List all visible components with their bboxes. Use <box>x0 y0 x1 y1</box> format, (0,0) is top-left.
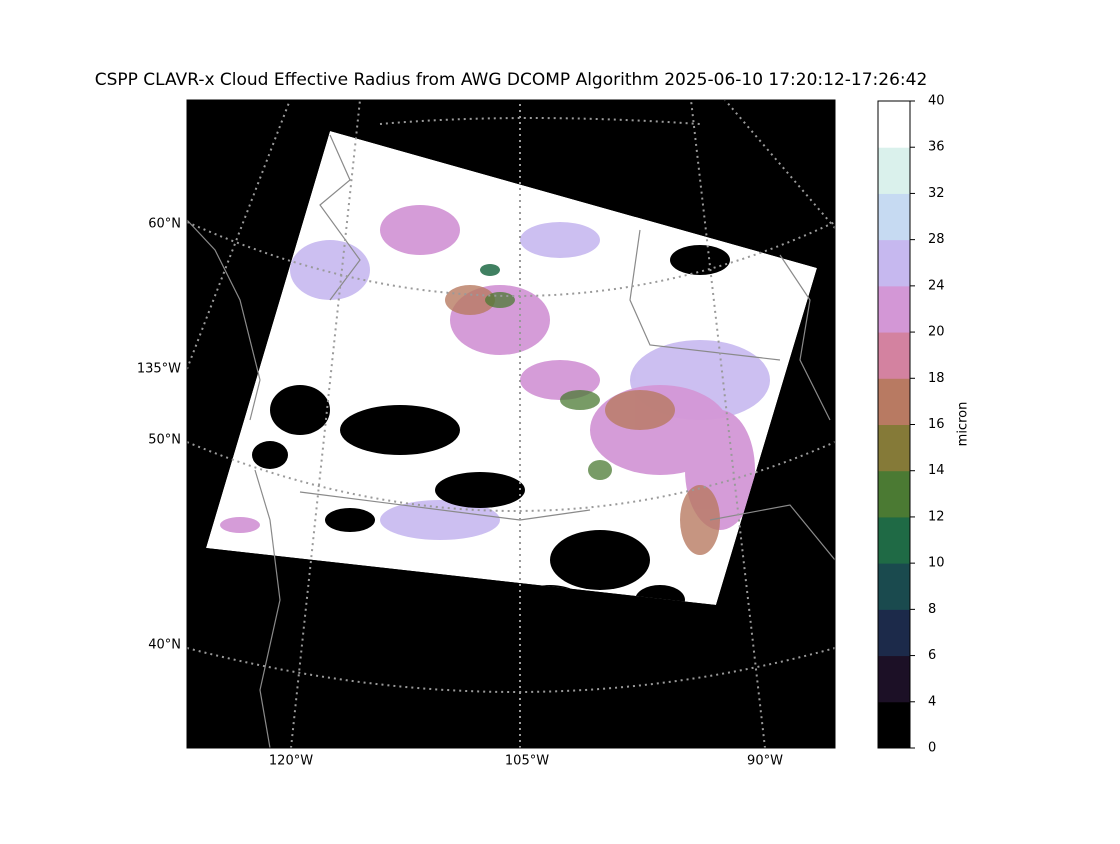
colorbar-band <box>878 609 910 657</box>
colorbar-tick-label: 8 <box>928 602 936 617</box>
colorbar-tick-label: 24 <box>928 278 945 293</box>
colorbar-band <box>878 563 910 610</box>
colorbar-band <box>878 332 910 379</box>
colorbar-band <box>878 239 910 287</box>
colorbar-tick-label: 0 <box>928 741 936 756</box>
colorbar-tick-label: 10 <box>928 556 945 571</box>
colorbar-band <box>878 655 910 703</box>
parallel-70 <box>379 117 701 125</box>
parallel-50 <box>187 441 835 512</box>
colorbar-tick-label: 28 <box>928 232 945 247</box>
meridian-75 <box>724 100 835 229</box>
colorbar-tick-label: 20 <box>928 325 945 340</box>
lon-label: 120°W <box>269 754 313 769</box>
lon-label: 135°W <box>137 362 181 377</box>
colorbar-label: micron <box>956 402 971 447</box>
colorbar-band <box>878 101 910 148</box>
colorbar-band <box>878 285 910 333</box>
colorbar-band <box>878 147 910 194</box>
parallel-40 <box>187 647 835 693</box>
colorbar: 0 4 6 8 10 12 14 16 18 20 24 28 32 36 40 <box>877 94 945 756</box>
colorbar-tick-label: 40 <box>928 94 945 109</box>
colorbar-tick-label: 12 <box>928 509 945 524</box>
colorbar-band <box>878 424 910 472</box>
colorbar-tick-label: 4 <box>928 694 936 709</box>
meridian-90 <box>690 100 766 748</box>
map-frame <box>186 99 836 749</box>
lat-label: 60°N <box>148 217 181 232</box>
lat-label: 50°N <box>148 433 181 448</box>
lon-label: 90°W <box>747 754 783 769</box>
map <box>187 100 835 748</box>
colorbar-tick-label: 16 <box>928 417 945 432</box>
meridian-135 <box>187 100 291 370</box>
lat-label: 40°N <box>148 638 181 653</box>
colorbar-tick-label: 36 <box>928 140 945 155</box>
colorbar-band <box>878 193 910 241</box>
colorbar-tick-label: 6 <box>928 648 936 663</box>
colorbar-tick-label: 32 <box>928 186 945 201</box>
colorbar-band <box>878 378 910 425</box>
lon-label: 105°W <box>505 754 549 769</box>
colorbar-tick-label: 14 <box>928 463 945 478</box>
meridian-120 <box>290 100 361 748</box>
colorbar-band <box>878 470 910 518</box>
colorbar-band <box>878 516 910 564</box>
title: CSPP CLAVR-x Cloud Effective Radius from… <box>95 70 928 90</box>
colorbar-tick-label: 18 <box>928 371 945 386</box>
colorbar-band <box>878 701 910 749</box>
